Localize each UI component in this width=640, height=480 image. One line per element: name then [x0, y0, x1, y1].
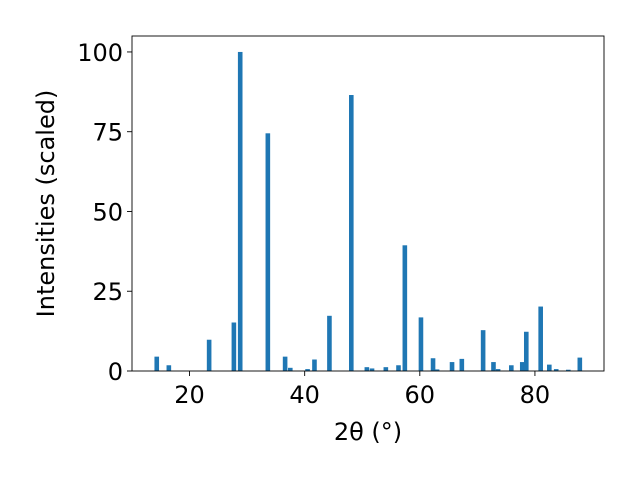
bar	[369, 368, 375, 371]
bar	[231, 322, 237, 371]
bar	[265, 133, 271, 371]
y-axis: 0 25 50 75 100	[77, 39, 132, 386]
bar	[566, 369, 571, 371]
bar	[237, 51, 243, 371]
bar	[166, 365, 172, 371]
bar	[538, 306, 543, 371]
bar	[305, 369, 310, 371]
plot-frame	[131, 35, 605, 372]
y-tick-label: 25	[92, 278, 123, 306]
bar	[154, 356, 160, 371]
bar	[206, 339, 212, 371]
y-tick-label: 75	[92, 119, 123, 147]
bar	[327, 315, 332, 371]
bar	[509, 365, 514, 371]
bar	[402, 245, 408, 371]
bar	[577, 357, 583, 371]
bar	[418, 317, 424, 371]
bar	[282, 356, 288, 371]
x-axis-label: 2θ (°)	[334, 418, 402, 446]
bar	[434, 369, 440, 371]
y-tick-label: 50	[92, 198, 123, 226]
bar	[364, 367, 370, 371]
bar	[312, 359, 317, 371]
bar	[480, 330, 486, 371]
bar	[553, 369, 559, 371]
bar	[396, 365, 401, 371]
x-tick-label: 40	[289, 381, 320, 409]
x-tick-label: 20	[174, 381, 205, 409]
bar	[459, 358, 465, 371]
bar	[430, 358, 436, 371]
bar	[491, 362, 496, 371]
bar	[383, 367, 389, 371]
bar	[547, 364, 552, 371]
bar	[495, 369, 501, 371]
bar-series	[154, 51, 583, 372]
y-tick-label: 100	[77, 39, 123, 67]
bar	[449, 362, 455, 371]
y-axis-label: Intensities (scaled)	[32, 90, 60, 318]
bar	[523, 331, 529, 371]
y-tick-label: 0	[108, 358, 123, 386]
bar	[287, 367, 293, 371]
bar	[349, 95, 354, 372]
bar	[519, 362, 525, 371]
x-axis: 20 40 60 80	[174, 371, 550, 409]
x-tick-label: 60	[405, 381, 436, 409]
x-tick-label: 80	[520, 381, 551, 409]
